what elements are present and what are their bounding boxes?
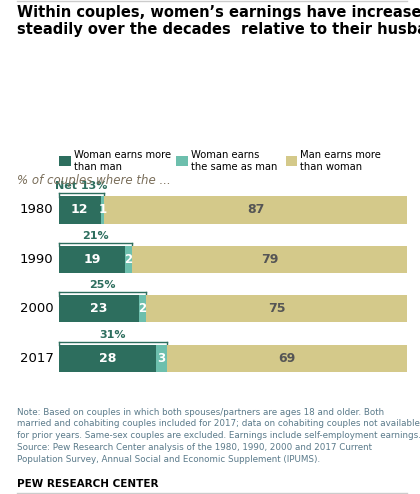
Text: 2017: 2017: [20, 352, 54, 365]
Text: Woman earns
the same as man: Woman earns the same as man: [191, 150, 278, 172]
Bar: [59, 197, 101, 223]
Text: steadily over the decades  relative to their husbands’: steadily over the decades relative to th…: [17, 22, 420, 37]
Text: % of couples where the ...: % of couples where the ...: [17, 174, 171, 187]
Bar: [167, 345, 407, 372]
Bar: [104, 197, 407, 223]
Text: 21%: 21%: [82, 231, 109, 241]
Text: 23: 23: [90, 302, 108, 315]
Text: 2: 2: [139, 302, 147, 315]
Bar: [146, 295, 407, 323]
Bar: [132, 246, 407, 273]
Text: 69: 69: [278, 352, 296, 365]
Text: Net 13%: Net 13%: [55, 181, 108, 192]
Text: 1: 1: [98, 204, 106, 216]
Bar: [59, 295, 139, 323]
Text: 3: 3: [158, 352, 166, 365]
Text: 19: 19: [83, 253, 101, 266]
Bar: [59, 345, 156, 372]
Text: Within couples, women’s earnings have increased: Within couples, women’s earnings have in…: [17, 5, 420, 20]
Bar: [59, 246, 125, 273]
Text: 12: 12: [71, 204, 89, 216]
Text: 75: 75: [268, 302, 286, 315]
Bar: [139, 295, 146, 323]
Text: Woman earns more
than man: Woman earns more than man: [74, 150, 171, 172]
Text: 1990: 1990: [20, 253, 54, 266]
Bar: [101, 197, 104, 223]
Text: Man earns more
than woman: Man earns more than woman: [300, 150, 381, 172]
Text: 79: 79: [261, 253, 278, 266]
Text: 31%: 31%: [100, 329, 126, 340]
Text: 1980: 1980: [20, 204, 54, 216]
Text: 2: 2: [124, 253, 133, 266]
Text: 2000: 2000: [20, 302, 54, 315]
Text: 28: 28: [99, 352, 116, 365]
Text: PEW RESEARCH CENTER: PEW RESEARCH CENTER: [17, 479, 158, 489]
Text: 25%: 25%: [89, 280, 116, 290]
Text: 87: 87: [247, 204, 265, 216]
Bar: [125, 246, 132, 273]
Text: Note: Based on couples in which both spouses/partners are ages 18 and older. Bot: Note: Based on couples in which both spo…: [17, 408, 420, 464]
Bar: [156, 345, 167, 372]
